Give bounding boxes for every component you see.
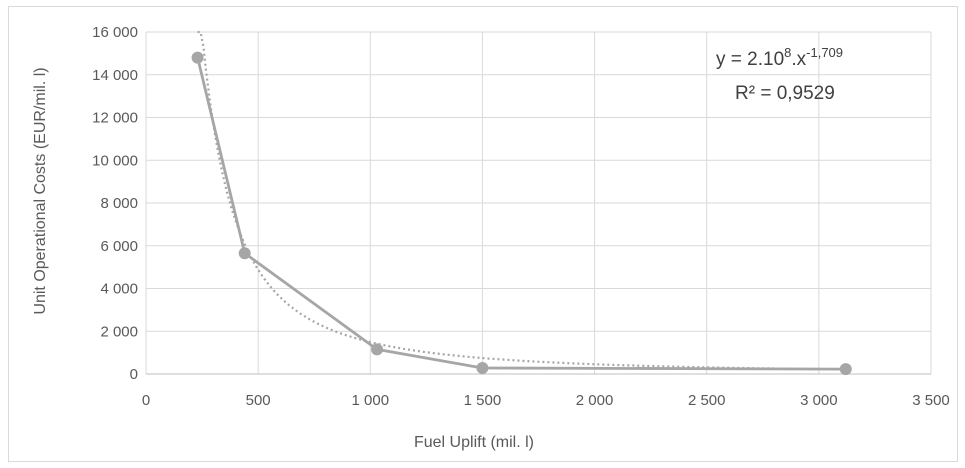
r-squared-label: R² = 0,9529 (735, 83, 835, 104)
data-points (191, 51, 852, 376)
trendline-equation: y = 2.108.x-1,709 (716, 45, 843, 70)
y-tick-label: 16 000 (92, 24, 138, 41)
data-point-marker (839, 363, 852, 376)
equation-mid: .x (791, 49, 806, 70)
power-fit-chart: 0 2 000 4 000 6 000 8 000 10 000 12 000 14 000 1… (32, 24, 950, 451)
x-tick-label: 500 (246, 392, 271, 409)
x-tick-label: 0 (142, 392, 150, 409)
y-tick-label: 14 000 (92, 67, 138, 84)
x-tick-label: 2 000 (576, 392, 614, 409)
y-axis-tick-labels: 0 2 000 4 000 6 000 8 000 10 000 12 000 14 000 1… (92, 24, 138, 383)
series-line (196, 57, 846, 371)
x-axis-tick-labels: 0 500 1 000 1 500 2 000 2 500 3 000 3 500 (142, 392, 950, 409)
x-tick-label: 1 000 (352, 392, 390, 409)
x-axis-title: Fuel Uplift (mil. l) (414, 434, 534, 451)
y-tick-label: 10 000 (92, 152, 138, 169)
x-tick-label: 1 500 (464, 392, 502, 409)
equation-power: 8 (784, 45, 791, 60)
y-tick-label: 4 000 (100, 281, 138, 298)
equation-exponent: -1,709 (806, 45, 843, 60)
y-tick-label: 8 000 (100, 195, 138, 212)
equation-prefix: y = 2.10 (716, 49, 784, 70)
x-tick-label: 2 500 (688, 392, 726, 409)
x-tick-label: 3 000 (800, 392, 838, 409)
data-point-marker (191, 51, 204, 64)
y-tick-label: 12 000 (92, 110, 138, 127)
y-axis-title: Unit Operational Costs (EUR/mil. l) (32, 67, 49, 314)
y-tick-label: 6 000 (100, 238, 138, 255)
y-tick-label: 0 (130, 366, 138, 383)
data-point-marker (371, 343, 384, 356)
grid-lines (145, 31, 932, 374)
y-tick-label: 2 000 (100, 323, 138, 340)
data-point-marker (238, 247, 251, 260)
data-point-marker (476, 362, 489, 375)
chart-frame: 0 2 000 4 000 6 000 8 000 10 000 12 000 14 000 1… (8, 6, 958, 462)
x-tick-label: 3 500 (912, 392, 950, 409)
